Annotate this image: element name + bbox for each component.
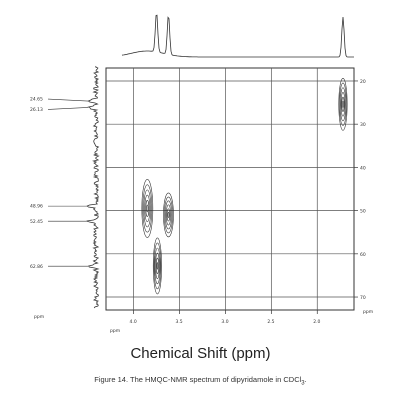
x-tick-label: 3.5 (175, 319, 182, 325)
plot-grid (106, 68, 354, 310)
f1-peak-label: 48.96 (30, 204, 43, 210)
f1-leader-line (47, 98, 89, 102)
x-tick-label: 2.0 (313, 319, 320, 325)
f1-peak-label: 24.65 (30, 97, 43, 103)
y-tick-label: 30 (360, 122, 366, 128)
f1-projection-line (86, 65, 100, 309)
contour-level (341, 96, 345, 112)
contour-level (144, 194, 151, 223)
contour-level (142, 184, 153, 233)
cross-peak (141, 179, 154, 238)
y-tick-label: 50 (360, 209, 366, 215)
y-tick-label: 70 (360, 295, 366, 301)
contour-level (164, 200, 172, 230)
contour-level (154, 247, 161, 285)
y-unit-label: ppm (363, 310, 373, 315)
caption-text: Figure 14. The HMQC-NMR spectrum of dipy… (94, 375, 302, 384)
f1-projection-trace (86, 65, 100, 309)
plot-frame (105, 67, 355, 311)
contour-level (153, 242, 162, 290)
x-unit-label: ppm (110, 329, 120, 334)
contour-level (166, 208, 171, 222)
y-tick-label: 60 (360, 252, 366, 258)
f1-peak-label: 26.13 (30, 107, 43, 113)
contour-level (155, 257, 159, 275)
left-unit-label: ppm (34, 315, 44, 320)
contour-level (146, 204, 149, 213)
contour-level (152, 237, 162, 295)
contour-level (163, 192, 174, 238)
y-tick-label: 40 (360, 165, 366, 171)
contour-level (141, 179, 154, 238)
contour-level (155, 252, 160, 280)
contour-level (338, 78, 348, 131)
contour-level (164, 196, 173, 234)
f2-projection-trace (121, 14, 354, 58)
contour-level (167, 211, 170, 218)
cross-peak (152, 237, 162, 295)
cross-peak (338, 78, 348, 131)
caption-end: . (304, 375, 307, 384)
contour-level (339, 87, 346, 122)
f1-leader-line (47, 107, 89, 110)
cross-peak (163, 192, 174, 238)
contour-level (145, 200, 150, 217)
contour-level (143, 189, 152, 228)
x-axis-title: Chemical Shift (ppm) (130, 345, 271, 362)
cross-peaks (141, 78, 348, 295)
x-tick-label: 4.0 (130, 319, 137, 325)
contour-level (342, 100, 344, 108)
y-tick-label: 20 (360, 79, 366, 85)
figure-caption: Figure 14. The HMQC-NMR spectrum of dipy… (0, 375, 401, 387)
contour-level (340, 92, 346, 117)
caption-subscript: 3 (301, 380, 305, 387)
y-tick-labels: 20 30 40 50 60 70 (354, 79, 366, 301)
contour-level (339, 82, 347, 126)
x-tick-label: 3.0 (221, 319, 228, 325)
f1-peak-labels: 24.65 26.13 48.96 52.45 62.86 (30, 97, 89, 270)
f1-peak-label: 62.86 (30, 264, 43, 270)
contour-level (156, 262, 159, 270)
x-tick-labels: 4.0 3.5 3.0 2.5 2.0 (130, 310, 321, 325)
x-tick-label: 2.5 (267, 319, 274, 325)
f1-peak-label: 52.45 (30, 219, 43, 225)
contour-level (165, 204, 172, 226)
f2-projection-line (121, 14, 354, 58)
